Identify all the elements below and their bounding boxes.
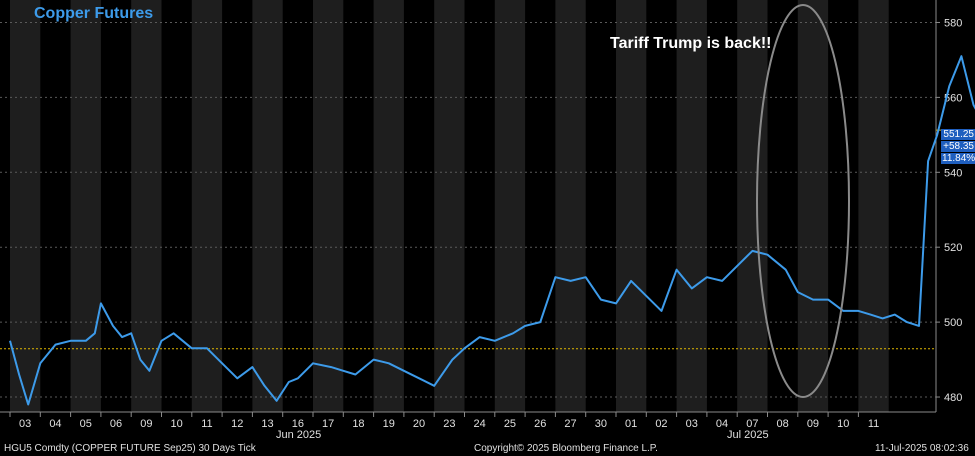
day-band xyxy=(131,0,162,412)
day-band xyxy=(737,0,768,412)
highlight-ellipse xyxy=(756,4,850,398)
y-tick-label: 560 xyxy=(944,92,962,104)
day-band xyxy=(676,0,707,412)
x-tick-label: 27 xyxy=(564,418,576,430)
x-tick-label: 03 xyxy=(686,418,698,430)
copper-price-line xyxy=(9,55,975,406)
y-tick-label: 580 xyxy=(944,17,962,29)
day-band xyxy=(494,0,526,412)
day-band xyxy=(555,0,586,412)
x-tick-label: 30 xyxy=(595,418,607,430)
y-tick-label: 500 xyxy=(944,317,962,329)
footer-copyright: Copyright© 2025 Bloomberg Finance L.P. xyxy=(474,443,658,454)
x-tick-label: 06 xyxy=(110,418,122,430)
x-tick-label: 16 xyxy=(292,418,304,430)
x-tick-label: 24 xyxy=(474,418,486,430)
tariff-annotation: Tariff Trump is back!! xyxy=(610,35,772,52)
x-tick-label: 05 xyxy=(80,418,92,430)
x-tick-label: 07 xyxy=(746,418,758,430)
x-tick-label: 09 xyxy=(807,418,819,430)
day-band xyxy=(252,0,283,412)
month-label-jun: Jun 2025 xyxy=(276,429,322,441)
alternating-day-bands xyxy=(10,0,889,412)
day-band xyxy=(191,0,223,412)
day-band xyxy=(616,0,647,412)
x-tick-label: 20 xyxy=(413,418,425,430)
y-tick-label: 540 xyxy=(944,167,962,179)
day-band xyxy=(858,0,889,412)
chart-title: Copper Futures xyxy=(34,5,154,22)
last-price-change-pct: 11.84% xyxy=(941,153,975,164)
y-tick-label: 480 xyxy=(944,392,962,404)
x-tick-label: 11 xyxy=(201,418,212,430)
day-band xyxy=(70,0,101,412)
x-tick-label: 18 xyxy=(352,418,364,430)
x-tick-label: 17 xyxy=(322,418,334,430)
price-gridlines xyxy=(0,21,936,398)
x-tick-label: 13 xyxy=(261,418,273,430)
month-label-jul: Jul 2025 xyxy=(727,429,769,441)
x-tick-label: 04 xyxy=(716,418,728,430)
x-tick-label: 23 xyxy=(443,418,455,430)
day-band xyxy=(434,0,465,412)
day-band xyxy=(797,0,829,412)
day-band xyxy=(10,0,41,412)
x-tick-label: 12 xyxy=(231,418,243,430)
x-tick-label: 03 xyxy=(19,418,31,430)
day-band xyxy=(313,0,344,412)
x-tick-label: 26 xyxy=(534,418,546,430)
day-band xyxy=(373,0,404,412)
x-tick-label: 09 xyxy=(140,418,152,430)
x-tick-label: 01 xyxy=(625,418,637,430)
x-tick-label: 11 xyxy=(868,418,879,430)
last-price-change: +58.35 xyxy=(941,141,975,152)
y-tick-label: 520 xyxy=(944,242,962,254)
last-price-value: 551.25 xyxy=(941,129,975,140)
x-tick-label: 10 xyxy=(171,418,183,430)
x-tick-label: 25 xyxy=(504,418,516,430)
x-tick-label: 08 xyxy=(777,418,789,430)
axis-ticks: 480 500 520 540 560 580 03 04 05 06 09 10 11 12 13 16 17… xyxy=(9,17,962,430)
footer-ticker: HGU5 Comdty (COPPER FUTURE Sep25) 30 Day… xyxy=(4,443,256,454)
x-tick-label: 04 xyxy=(49,418,61,430)
footer-timestamp: 11-Jul-2025 08:02:36 xyxy=(875,443,969,454)
x-tick-label: 19 xyxy=(383,418,395,430)
x-tick-label: 02 xyxy=(655,418,667,430)
x-tick-label: 10 xyxy=(837,418,849,430)
